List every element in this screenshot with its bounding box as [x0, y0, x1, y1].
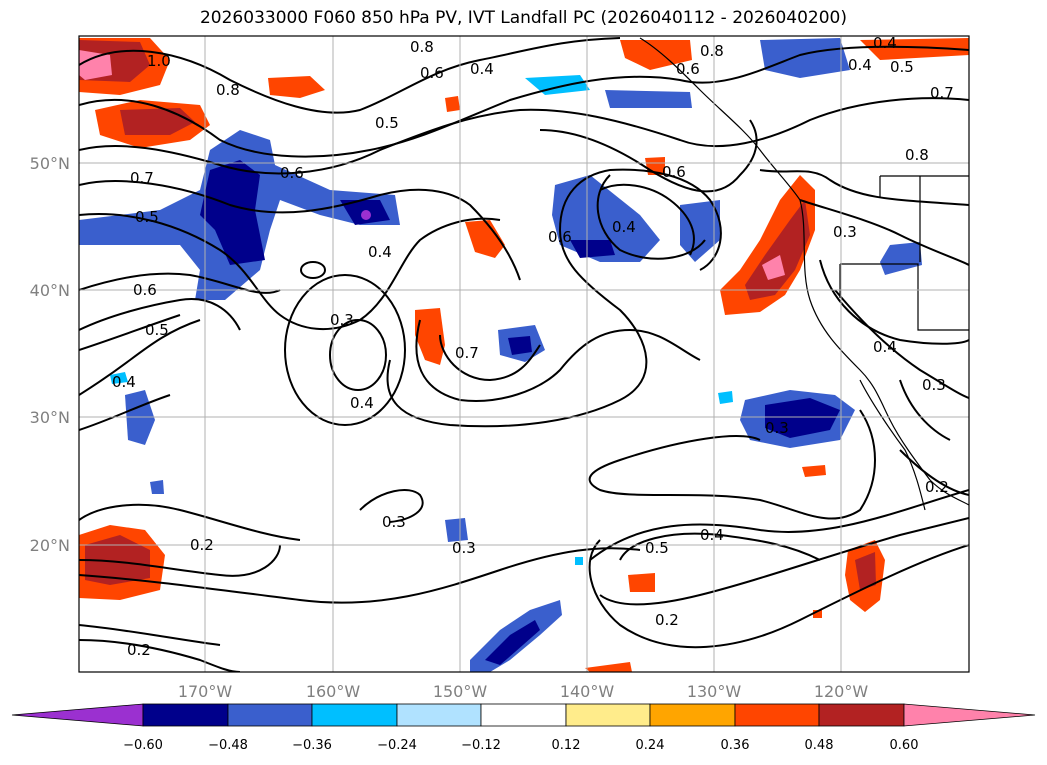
gridlines [79, 36, 969, 672]
lat-label: 30°N [30, 408, 70, 427]
contour-label: 0.5 [890, 58, 914, 76]
lon-label: 170°W [178, 682, 233, 701]
contour-label: 0.5 [375, 114, 399, 132]
contour-label: 0.3 [330, 311, 354, 329]
colorbar-tick-label: −0.24 [377, 738, 417, 753]
contour-label: 0.3 [452, 539, 476, 557]
contour-label: 0.6 [420, 64, 444, 82]
contour-label: 0.3 [922, 376, 946, 394]
contour-label: 0.4 [873, 34, 897, 52]
contour-label: 0.4 [368, 243, 392, 261]
contour-label: 0.8 [905, 146, 929, 164]
contour-label: 0.7 [130, 169, 154, 187]
lat-axis-labels: 50°N 40°N 30°N 20°N [30, 154, 70, 555]
colorbar-ticks: −0.60 −0.48 −0.36 −0.24 −0.12 0.12 0.24 … [123, 738, 918, 753]
contour-label: 0.4 [612, 218, 636, 236]
contour-label: 0.2 [655, 611, 679, 629]
colorbar-extend-low [11, 703, 144, 727]
lon-label: 140°W [560, 682, 615, 701]
colorbar-segment [565, 703, 651, 727]
lon-label: 160°W [306, 682, 361, 701]
contour-label: 0.4 [873, 338, 897, 356]
contour-label: 0.4 [700, 526, 724, 544]
contour-label: 0.7 [930, 84, 954, 102]
colorbar-extend-high [903, 703, 1036, 727]
contour-label: 0.6 [662, 163, 686, 181]
lat-label: 50°N [30, 154, 70, 173]
contour-label: 0.8 [700, 42, 724, 60]
colorbar-segment [734, 703, 820, 727]
colorbar-tick-label: −0.36 [292, 738, 332, 753]
contour-label: 0.4 [470, 60, 494, 78]
contour-label: 0.5 [135, 208, 159, 226]
contour-label: 0.2 [127, 641, 151, 659]
contour-label: 0.6 [548, 228, 572, 246]
contour-label: 1.0 [147, 52, 171, 70]
contour-label: 0.6 [676, 60, 700, 78]
colorbar-segment [480, 703, 567, 727]
colorbar-segment [818, 703, 905, 727]
contour-label: 0.5 [645, 539, 669, 557]
contour-label: 0.7 [455, 344, 479, 362]
colorbar-tick-label: 0.60 [890, 738, 919, 753]
colorbar-tick-label: 0.12 [552, 738, 581, 753]
contour-label: 0.2 [925, 478, 949, 496]
contour-label: 0.6 [280, 164, 304, 182]
contour-label: 0.8 [216, 81, 240, 99]
colorbar-segment [142, 703, 229, 727]
contour-label: 0.4 [350, 394, 374, 412]
colorbar-tick-label: −0.48 [208, 738, 248, 753]
colorbar-tick-label: −0.60 [123, 738, 163, 753]
lat-label: 20°N [30, 536, 70, 555]
contour-label: 0.6 [133, 281, 157, 299]
contour-label: 0.5 [145, 321, 169, 339]
contour-label: 0.4 [848, 56, 872, 74]
lon-axis-labels: 170°W 160°W 150°W 140°W 130°W 120°W [178, 682, 869, 701]
lon-label: 150°W [433, 682, 488, 701]
shaded-field [79, 38, 969, 672]
lon-label: 120°W [814, 682, 869, 701]
map-title: 2026033000 F060 850 hPa PV, IVT Landfall… [199, 8, 847, 28]
colorbar-segment [396, 703, 482, 727]
contour-label: 0.3 [833, 223, 857, 241]
colorbar-segment [227, 703, 313, 727]
colorbar-tick-label: 0.36 [721, 738, 750, 753]
contour-label: 0.4 [112, 373, 136, 391]
lat-label: 40°N [30, 281, 70, 300]
colorbar-tick-label: −0.12 [461, 738, 501, 753]
colorbar [11, 703, 1036, 727]
lon-label: 130°W [687, 682, 742, 701]
contour-label: 0.2 [190, 536, 214, 554]
contour-label: 0.3 [382, 513, 406, 531]
map-frame [78, 35, 970, 673]
colorbar-segment [649, 703, 736, 727]
colorbar-segment [311, 703, 398, 727]
colorbar-tick-label: 0.48 [805, 738, 834, 753]
coastline [639, 37, 969, 511]
contour-label: 0.8 [410, 38, 434, 56]
pv-contours [79, 37, 969, 672]
contour-label: 0.3 [765, 419, 789, 437]
colorbar-tick-label: 0.24 [636, 738, 665, 753]
contour-labels: 1.0 0.8 0.8 0.6 0.4 0.5 0.7 0.6 0.5 0.4 … [112, 34, 954, 659]
